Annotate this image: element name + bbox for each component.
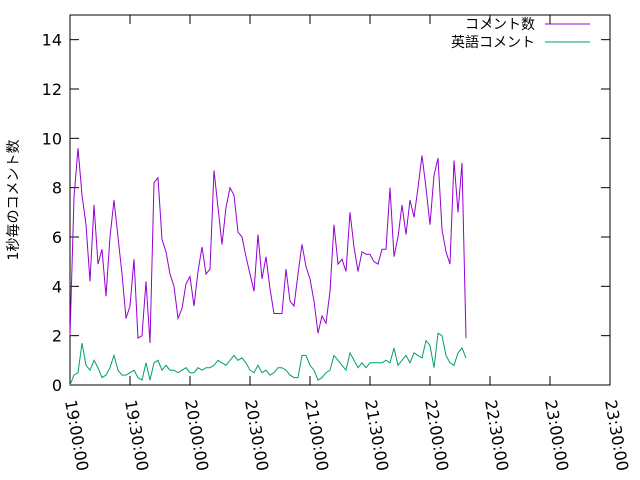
y-tick-label: 8 <box>52 179 62 198</box>
x-axis-ticks: 19:00:00 19:30:00 20:00:00 20:30:00 21:00:00… <box>61 15 632 472</box>
series-layer <box>69 148 467 386</box>
x-tick-label: 19:30:00 <box>121 398 152 472</box>
y-tick-label: 10 <box>42 129 62 148</box>
x-tick-label: 23:00:00 <box>541 398 572 472</box>
x-tick-label: 22:00:00 <box>421 398 452 472</box>
y-axis-label: 1秒毎のコメント数 <box>6 140 22 261</box>
legend-label-1: コメント数 <box>465 17 535 33</box>
x-tick-label: 22:30:00 <box>481 398 512 472</box>
y-axis-ticks: 0 2 4 6 8 10 12 14 <box>42 31 610 395</box>
y-tick-label: 6 <box>52 228 62 247</box>
x-tick-label: 23:30:00 <box>601 398 632 472</box>
y-tick-label: 12 <box>42 80 62 99</box>
legend-label-2: 英語コメント <box>451 34 535 51</box>
x-tick-label: 19:00:00 <box>61 398 92 472</box>
x-tick-label: 21:30:00 <box>361 398 392 472</box>
y-tick-label: 14 <box>42 31 62 50</box>
y-tick-label: 4 <box>52 277 62 296</box>
series-line-2 <box>69 332 467 386</box>
y-tick-label: 2 <box>52 327 62 346</box>
plot-frame <box>69 14 611 386</box>
x-tick-label: 20:30:00 <box>241 398 272 472</box>
x-tick-label: 21:00:00 <box>301 398 332 472</box>
y-tick-label: 0 <box>52 376 62 395</box>
series-line-1 <box>69 148 467 344</box>
x-tick-label: 20:00:00 <box>181 398 212 472</box>
